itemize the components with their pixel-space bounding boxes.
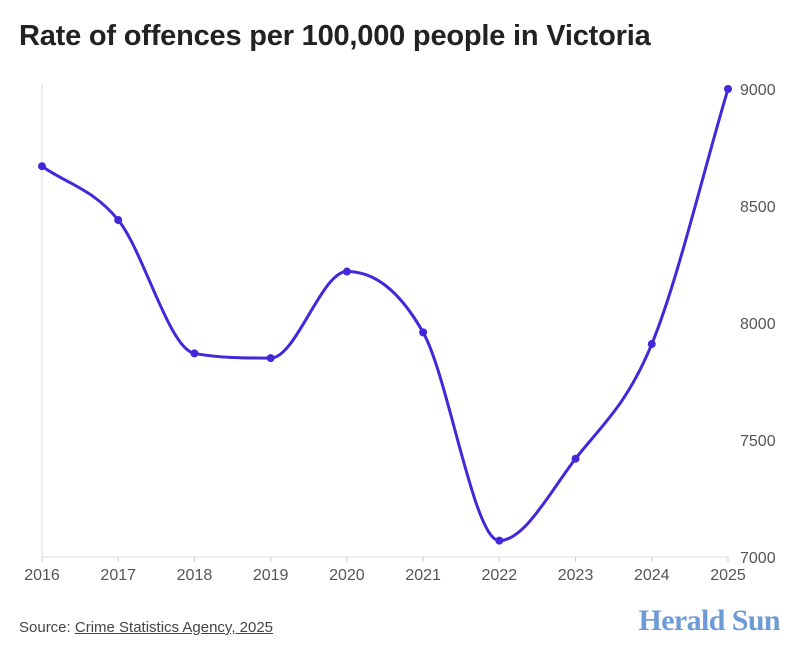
data-point bbox=[647, 340, 656, 349]
data-point bbox=[571, 454, 580, 463]
data-point bbox=[266, 354, 275, 363]
source-link[interactable]: Crime Statistics Agency, 2025 bbox=[74, 619, 274, 636]
x-tick-label: 2025 bbox=[710, 567, 746, 584]
chart-title: Rate of offences per 100,000 people in V… bbox=[19, 20, 651, 52]
series-line bbox=[40, 87, 730, 543]
data-point bbox=[724, 85, 732, 93]
x-tick-label: 2016 bbox=[24, 567, 60, 584]
source-prefix: Source: bbox=[19, 619, 75, 636]
x-tick-label: 2023 bbox=[558, 567, 594, 584]
y-tick-label: 8500 bbox=[740, 199, 776, 216]
x-axis-ticks: 2016 2017 2018 2019 2020 2021 2022 2023 2024 2025 bbox=[24, 557, 746, 584]
x-tick-label: 2017 bbox=[100, 567, 136, 584]
y-axis-ticks: 7000 7500 8000 8500 9000 bbox=[740, 82, 776, 567]
x-tick-label: 2019 bbox=[253, 567, 289, 584]
data-point bbox=[495, 536, 504, 545]
x-tick-label: 2020 bbox=[329, 567, 365, 584]
data-point bbox=[419, 328, 428, 337]
series-layer bbox=[38, 85, 732, 545]
source-note: Source: Crime Statistics Agency, 2025 bbox=[19, 619, 273, 636]
y-tick-label: 7500 bbox=[740, 433, 776, 450]
data-point bbox=[190, 349, 199, 358]
herald-sun-logo: Herald Sun bbox=[638, 604, 780, 637]
line-chart: 2016 2017 2018 2019 2020 2021 2022 2023 2024 2025… bbox=[24, 82, 776, 584]
y-tick-label: 9000 bbox=[740, 82, 776, 99]
x-tick-label: 2021 bbox=[405, 567, 441, 584]
data-point bbox=[38, 162, 46, 171]
y-tick-label: 7000 bbox=[740, 550, 776, 567]
data-point bbox=[114, 216, 123, 225]
x-tick-label: 2024 bbox=[634, 567, 670, 584]
y-tick-label: 8000 bbox=[740, 316, 776, 333]
x-tick-label: 2022 bbox=[482, 567, 518, 584]
x-tick-label: 2018 bbox=[177, 567, 213, 584]
data-point bbox=[342, 267, 351, 276]
chart-axes bbox=[41, 84, 728, 558]
